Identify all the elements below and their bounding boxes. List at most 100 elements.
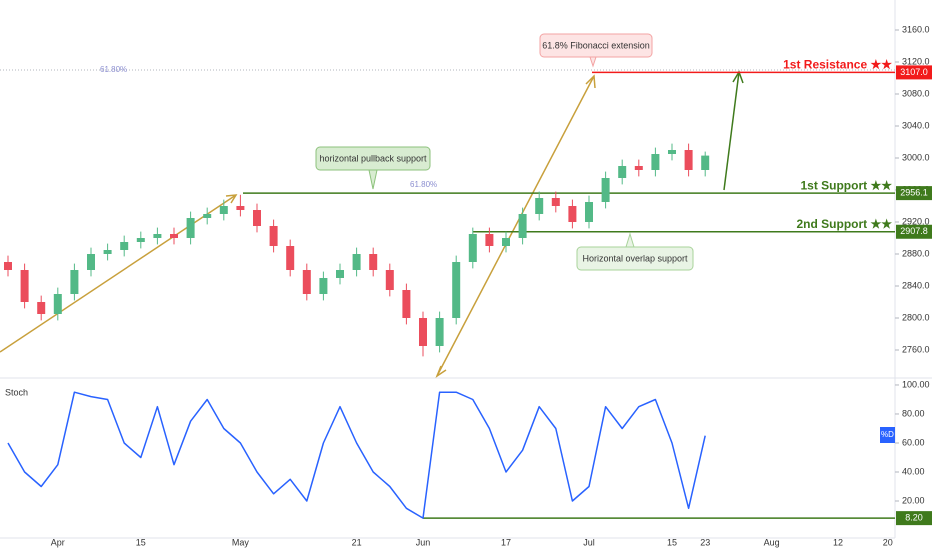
y-tick-label: 3160.0: [902, 24, 930, 34]
candle-body: [87, 254, 95, 270]
y-tick-label: 2920.0: [902, 216, 930, 226]
candle-body: [136, 238, 145, 242]
candle-body: [4, 262, 12, 270]
y-tick-label: 3120.0: [902, 56, 930, 66]
candle-body: [585, 202, 593, 222]
trend-arrow: [436, 75, 595, 377]
indicator-title: Stoch: [5, 387, 28, 397]
y-tick-label: 2840.0: [902, 280, 930, 290]
candle-body: [153, 234, 162, 238]
candle-body: [701, 155, 710, 170]
level-label: 2nd Support ★★: [796, 217, 892, 231]
candle-body: [336, 270, 344, 278]
candle-body: [634, 166, 643, 170]
arrow-head: [585, 74, 596, 89]
candle-body: [651, 154, 660, 170]
candle-body: [219, 206, 228, 214]
candle-body: [236, 206, 245, 210]
level-label: 1st Support ★★: [800, 178, 892, 192]
arrow-head: [435, 365, 447, 378]
candle-body: [435, 318, 444, 346]
candle-body: [618, 166, 627, 178]
callout-text: 61.8% Fibonacci extension: [542, 40, 650, 50]
fib-label: 61.80%: [410, 180, 437, 189]
fib-label: 61.80%: [100, 65, 127, 74]
level-badge: [896, 65, 932, 80]
candle-body: [601, 178, 610, 202]
arrow-head: [225, 194, 238, 204]
level-badge: [896, 186, 932, 201]
x-tick-label: 23: [700, 537, 710, 547]
callout-text: horizontal pullback support: [319, 153, 427, 163]
y-tick-label: 3040.0: [902, 120, 930, 130]
callout-pointer: [589, 56, 597, 68]
candle-body: [518, 214, 527, 238]
candle-body: [385, 270, 394, 290]
candle-body: [419, 318, 427, 346]
trend-arrow: [0, 194, 237, 353]
candle-body: [53, 294, 62, 314]
candle-body: [502, 238, 510, 246]
x-tick-label: Jul: [583, 537, 595, 547]
y-tick-label: 3000.0: [902, 152, 930, 162]
y-tick-label: 2880.0: [902, 248, 930, 258]
callout-text: Horizontal overlap support: [582, 253, 688, 263]
candle-body: [20, 270, 29, 302]
candle-body: [203, 214, 212, 218]
callout-box: [576, 246, 694, 271]
x-tick-label: Apr: [51, 537, 65, 547]
target-arrow: [723, 71, 740, 191]
level-value: 2907.8: [900, 226, 928, 236]
x-tick-label: Aug: [764, 537, 780, 547]
legend-label[interactable]: %D: [881, 430, 894, 439]
x-tick-label: Jun: [416, 537, 431, 547]
candle-body: [551, 198, 560, 206]
x-tick-label: 20: [883, 537, 893, 547]
candle-body: [452, 262, 461, 318]
y-tick-label: 60.00: [902, 437, 925, 447]
x-tick-label: 12: [833, 537, 843, 547]
x-tick-label: May: [232, 537, 250, 547]
x-tick-label: 15: [667, 537, 677, 547]
callout-pointer: [625, 232, 635, 248]
candle-body: [369, 254, 378, 270]
level-value: 3107.0: [900, 67, 928, 77]
y-tick-label: 2800.0: [902, 312, 930, 322]
candle-body: [253, 210, 261, 226]
candle-body: [568, 206, 577, 222]
candle-body: [485, 234, 494, 246]
candle-body: [269, 226, 278, 246]
candle-body: [302, 270, 311, 294]
candle-body: [70, 270, 79, 294]
callout-pointer: [368, 169, 378, 190]
y-tick-label: 80.00: [902, 408, 925, 418]
y-tick-label: 40.00: [902, 466, 925, 476]
candle-body: [468, 234, 477, 262]
candle-body: [319, 278, 328, 294]
candle-body: [668, 150, 676, 154]
legend-badge[interactable]: [880, 427, 895, 443]
y-tick-label: 2760.0: [902, 344, 930, 354]
level-value: 2956.1: [900, 187, 928, 197]
y-tick-label: 3080.0: [902, 88, 930, 98]
candle-body: [186, 218, 195, 238]
indicator-line: [7, 391, 706, 519]
x-tick-label: 15: [136, 537, 146, 547]
candle-body: [352, 254, 361, 270]
candle-body: [286, 246, 295, 270]
level-badge: [896, 224, 932, 239]
level-badge: [896, 511, 932, 526]
level-label: 1st Resistance ★★: [783, 58, 892, 72]
candle-body: [103, 250, 112, 254]
candle-body: [37, 302, 46, 314]
candle-body: [684, 150, 693, 170]
y-tick-label: 20.00: [902, 495, 925, 505]
candle-body: [170, 234, 178, 238]
x-tick-label: 17: [501, 537, 511, 547]
x-tick-label: 21: [352, 537, 362, 547]
candle-body: [120, 242, 129, 250]
candle-body: [535, 198, 544, 214]
level-value: 8.20: [905, 513, 923, 523]
